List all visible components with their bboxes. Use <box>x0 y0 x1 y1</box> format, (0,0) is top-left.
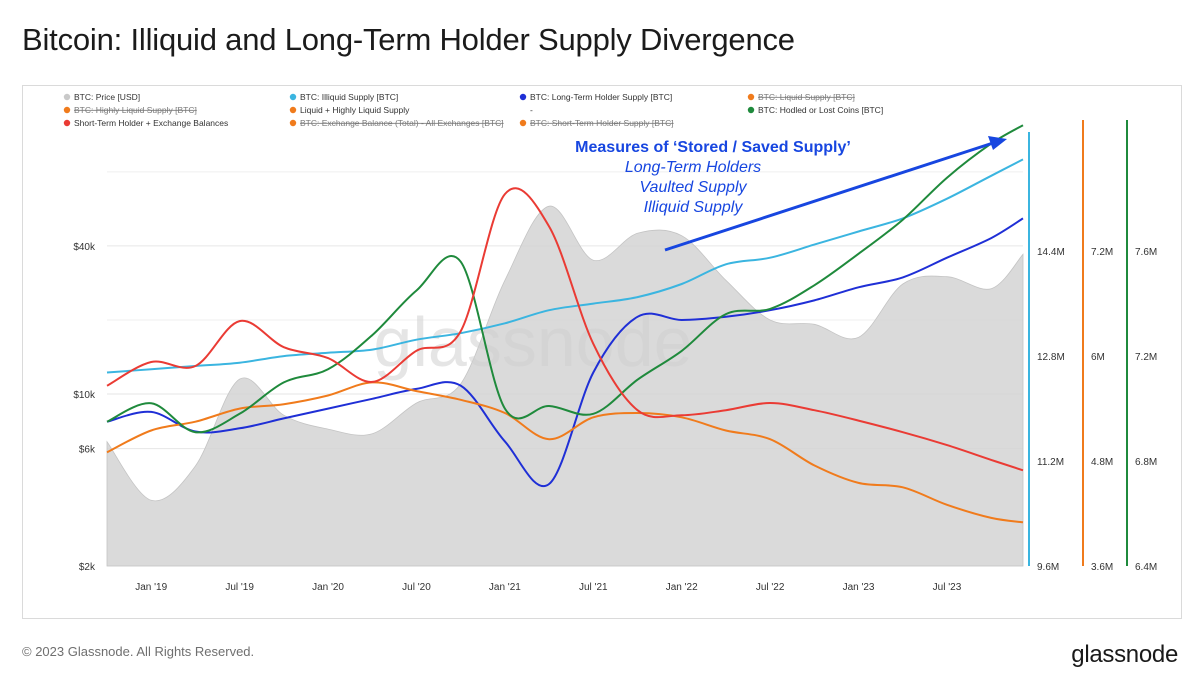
series-btc-illiquid-supply-btc <box>106 158 1024 374</box>
x-tick-label: Jan '22 <box>666 582 698 593</box>
right-tick-label: 9.6M <box>1037 562 1059 573</box>
right-tick-label: 6M <box>1091 352 1105 363</box>
legend-label: BTC: Long-Term Holder Supply [BTC] <box>530 92 672 102</box>
legend-swatch <box>63 106 71 114</box>
x-tick-label: Jan '21 <box>489 582 521 593</box>
x-tick-label: Jul '22 <box>756 582 785 593</box>
chart-panel: glassnode Measures of ‘Stored / Saved Su… <box>22 85 1182 619</box>
right-tick-label: 6.8M <box>1135 457 1157 468</box>
x-tick-label: Jan '20 <box>312 582 344 593</box>
legend-swatch <box>289 119 297 127</box>
x-tick-label: Jan '19 <box>135 582 167 593</box>
legend-label: BTC: Exchange Balance (Total) - All Exch… <box>300 118 504 128</box>
series-btc-long-term-holder-supply-btc <box>106 217 1024 488</box>
annotation-line: Long-Term Holders <box>625 159 761 176</box>
right-tick-label: 11.2M <box>1037 457 1064 468</box>
legend-label: BTC: Highly Liquid Supply [BTC] <box>74 105 197 115</box>
legend-label: Short-Term Holder + Exchange Balances <box>74 118 228 128</box>
right-tick-label: 12.8M <box>1037 352 1065 363</box>
right-tick-label: 4.8M <box>1091 457 1113 468</box>
series-liquid-highly-liquid-supply <box>106 381 1024 524</box>
right-tick-label: 14.4M <box>1037 247 1065 258</box>
legend-label: BTC: Illiquid Supply [BTC] <box>300 92 398 102</box>
series-btc-hodled-or-lost-coins-btc <box>106 124 1024 434</box>
series-short-term-holder-exchange-balances <box>106 187 1024 472</box>
legend-label: - <box>530 105 533 115</box>
legend-swatch <box>747 106 755 114</box>
annotation-layer: Measures of ‘Stored / Saved Supply’ Long… <box>575 136 1007 252</box>
legend-swatch <box>519 93 527 101</box>
legend-label: BTC: Hodled or Lost Coins [BTC] <box>758 105 883 115</box>
x-tick-label: Jul '19 <box>225 582 254 593</box>
price-area-layer <box>106 205 1024 567</box>
right-tick-label: 6.4M <box>1135 562 1157 573</box>
x-tick-label: Jan '23 <box>843 582 875 593</box>
page-title: Bitcoin: Illiquid and Long-Term Holder S… <box>22 22 795 57</box>
axes: $2k $6k $10k $40k Jan '19 Jul '19 Jan '20 Jul '… <box>73 120 1157 593</box>
legend-swatch <box>747 93 755 101</box>
y-tick-label: $6k <box>79 445 96 456</box>
legend-label: BTC: Liquid Supply [BTC] <box>758 92 855 102</box>
annotation-line: Vaulted Supply <box>639 179 747 196</box>
annotation-arrow <box>664 141 994 252</box>
legend: BTC: Price [USD] BTC: Illiquid Supply [BT… <box>63 92 883 128</box>
x-tick-label: Jul '20 <box>402 582 431 593</box>
chart-svg: glassnode Measures of ‘Stored / Saved Su… <box>63 92 1157 593</box>
annotation-arrowhead <box>988 136 1007 150</box>
series-btc-price-usd <box>106 205 1024 567</box>
legend-label: Liquid + Highly Liquid Supply <box>300 105 410 115</box>
legend-label: BTC: Price [USD] <box>74 92 140 102</box>
series-layer <box>106 124 1024 524</box>
y-tick-label: $10k <box>73 390 96 401</box>
legend-label: BTC: Short-Term Holder Supply [BTC] <box>530 118 674 128</box>
right-tick-label: 7.2M <box>1135 352 1157 363</box>
glassnode-logo: glassnode <box>1071 641 1178 668</box>
right-tick-label: 7.6M <box>1135 247 1157 258</box>
y-tick-label: $40k <box>73 242 96 253</box>
copyright-text: © 2023 Glassnode. All Rights Reserved. <box>22 644 255 659</box>
right-tick-label: 7.2M <box>1091 247 1113 258</box>
legend-swatch <box>289 106 297 114</box>
legend-swatch <box>519 119 527 127</box>
legend-swatch <box>63 119 71 127</box>
x-tick-label: Jul '23 <box>933 582 962 593</box>
legend-swatch <box>63 93 71 101</box>
annotation-line: Illiquid Supply <box>644 199 744 216</box>
legend-swatch <box>289 93 297 101</box>
annotation-heading: Measures of ‘Stored / Saved Supply’ <box>575 139 851 156</box>
right-tick-label: 3.6M <box>1091 562 1113 573</box>
x-tick-label: Jul '21 <box>579 582 608 593</box>
y-tick-label: $2k <box>79 562 96 573</box>
